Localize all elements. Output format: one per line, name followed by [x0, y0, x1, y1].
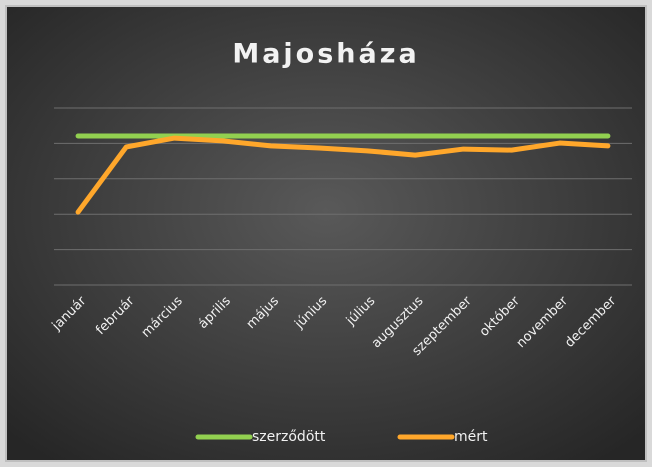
chart-background	[5, 5, 647, 462]
chart-title: Majosháza	[232, 39, 419, 70]
legend-label: szerződött	[252, 429, 326, 445]
legend-label: mért	[454, 429, 488, 445]
series-line	[75, 135, 611, 215]
